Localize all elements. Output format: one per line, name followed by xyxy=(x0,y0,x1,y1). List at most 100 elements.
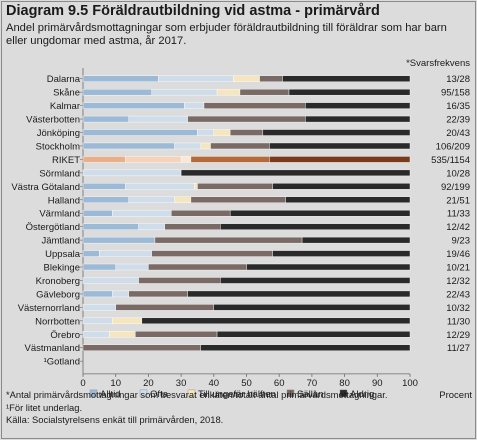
bar-segment-kalmar-ofta xyxy=(184,102,205,109)
x-tick-label-40: 40 xyxy=(209,378,220,389)
x-tick-label-90: 90 xyxy=(372,378,383,389)
legend-swatch-aldrig xyxy=(339,389,348,398)
bar-segment-vasternorrland-sallan xyxy=(115,304,214,311)
response-rate-kalmar: 16/35 xyxy=(446,101,470,112)
category-label-jonkoping: Jönköping xyxy=(37,128,80,139)
bar-segment-jonkoping-ofta xyxy=(197,129,214,136)
legend-swatch-till-ungefar-halften xyxy=(187,389,196,398)
legend-swatch-ofta xyxy=(139,389,148,398)
bar-segment-vastra-gotaland-aldrig xyxy=(272,183,411,190)
bar-segment-skane-sallan xyxy=(239,88,290,96)
category-label-norrbotten: Norrbotten xyxy=(35,316,80,327)
category-label-uppsala: Uppsala xyxy=(45,249,81,260)
category-label-vasternorrland: Västernorrland xyxy=(18,303,80,314)
response-rate-gavleborg: 22/43 xyxy=(446,289,470,300)
legend-swatch-alltid xyxy=(89,389,98,398)
bar-segment-vastra-gotaland-sallan xyxy=(197,183,273,190)
bar-segment-gavleborg-aldrig xyxy=(187,290,411,298)
response-rate-skane: 95/158 xyxy=(441,88,470,99)
bar-segment-halland-till-ungefar-halften xyxy=(174,196,192,203)
bar-segment-vasterbotten-sallan xyxy=(187,115,306,123)
response-rate-uppsala: 19/46 xyxy=(446,249,470,260)
category-label-vastmanland: Västmanland xyxy=(25,343,80,354)
bar-segment-halland-alltid xyxy=(82,196,129,203)
x-tick-label-20: 20 xyxy=(143,378,154,389)
bar-segment-jonkoping-sallan xyxy=(229,129,264,136)
bar-segment-uppsala-alltid xyxy=(82,250,100,257)
footnotes: *Antal primärvårdsmottagningar som besva… xyxy=(6,389,471,427)
response-rate-vastmanland: 11/27 xyxy=(447,343,470,354)
category-label-vasterbotten: Västerbotten xyxy=(26,115,80,126)
footnote-source: Källa: Socialstyrelsens enkät till primä… xyxy=(6,414,224,425)
bar-segment-blekinge-sallan xyxy=(148,263,247,271)
bar-segment-kronoberg-ofta xyxy=(82,277,139,284)
bar-segment-stockholm-alltid xyxy=(82,142,175,150)
bar-segment-jonkoping-till-ungefar-halften xyxy=(213,129,231,136)
category-label-vastra-gotaland: Västra Götaland xyxy=(11,182,80,193)
bar-segment-halland-aldrig xyxy=(285,196,411,203)
bar-segment-vasterbotten-aldrig xyxy=(305,115,411,123)
bar-segment-blekinge-alltid xyxy=(82,263,116,271)
bar-segment-ostergotland-aldrig xyxy=(220,223,411,230)
bar-segment-norrbotten-till-ungefar-halften xyxy=(112,317,143,325)
bar-segment-varmland-alltid xyxy=(82,210,113,217)
bar-segment-orebro-till-ungefar-halften xyxy=(108,331,136,338)
bar-segment-vasternorrland-aldrig xyxy=(213,304,411,311)
bar-segment-orebro-sallan xyxy=(135,331,218,338)
bar-segment-blekinge-ofta xyxy=(115,263,149,271)
bar-segment-orebro-aldrig xyxy=(216,331,411,338)
bar-segment-dalarna-alltid xyxy=(82,75,159,82)
x-tick-label-30: 30 xyxy=(176,378,187,389)
x-tick-label-80: 80 xyxy=(339,378,350,389)
bar-segment-riket-aldrig xyxy=(269,156,411,163)
bar-segment-halland-sallan xyxy=(190,196,286,203)
legend-label-alltid: Alltid xyxy=(100,389,121,400)
footnote-response-rate: *Antal primärvårdsmottagningar som besva… xyxy=(6,389,388,400)
response-rate-jonkoping: 20/43 xyxy=(446,128,470,139)
category-label-stockholm: Stockholm xyxy=(36,141,80,152)
bar-segment-jamtland-sallan xyxy=(154,236,303,244)
legend-swatch-sallan xyxy=(286,389,295,398)
bar-segment-jonkoping-aldrig xyxy=(262,129,411,136)
bar-segment-kronoberg-aldrig xyxy=(220,277,411,284)
response-rate-vasterbotten: 22/39 xyxy=(446,115,470,126)
x-tick-label-70: 70 xyxy=(307,378,318,389)
bar-segment-riket-sallan xyxy=(190,156,270,163)
bar-segment-skane-ofta xyxy=(151,88,218,96)
x-tick-label-100: 100 xyxy=(402,378,418,389)
x-axis-label: Procent xyxy=(439,390,472,401)
bar-segment-vastra-gotaland-ofta xyxy=(125,183,195,190)
bar-segment-kalmar-sallan xyxy=(203,102,306,109)
response-rate-halland: 21/51 xyxy=(446,195,470,206)
legend-label-aldrig: Aldrig xyxy=(350,389,374,400)
bar-segment-riket-till-ungefar-halften xyxy=(180,156,192,163)
bar-segment-skane-alltid xyxy=(82,88,152,96)
chart-title: Diagram 9.5 Föräldrautbildning vid astma… xyxy=(6,3,380,19)
bar-segment-kronoberg-sallan xyxy=(138,277,221,284)
bar-segment-kalmar-aldrig xyxy=(305,102,411,109)
bar-segment-varmland-ofta xyxy=(112,210,172,217)
category-label-gotland: ¹Gotland xyxy=(44,357,80,368)
category-label-dalarna: Dalarna xyxy=(47,74,81,85)
legend-label-till-ungefar-halften: Till ungefär hälften xyxy=(198,389,276,400)
response-rate-jamtland: 9/23 xyxy=(452,236,471,247)
bar-segment-orebro-ofta xyxy=(82,331,110,338)
response-rate-dalarna: 13/28 xyxy=(446,74,470,85)
bar-segment-skane-till-ungefar-halften xyxy=(216,88,241,96)
bar-segment-dalarna-sallan xyxy=(259,75,283,82)
response-rate-sormland: 10/28 xyxy=(446,168,470,179)
category-label-riket: RIKET xyxy=(52,155,80,166)
bar-segment-ostergotland-alltid xyxy=(82,223,139,230)
bar-segment-uppsala-aldrig xyxy=(272,250,411,257)
legend-label-ofta: Ofta xyxy=(150,389,169,400)
bar-segment-norrbotten-aldrig xyxy=(141,317,411,325)
bar-segment-vastmanland-aldrig xyxy=(200,344,411,351)
response-rate-orebro: 12/29 xyxy=(446,330,470,341)
bar-segment-riket-alltid xyxy=(82,156,126,163)
response-rate-riket: 535/1154 xyxy=(431,155,470,166)
category-label-skane: Skåne xyxy=(53,88,80,99)
bar-segment-gavleborg-ofta xyxy=(112,290,129,298)
bar-segment-sormland-ofta xyxy=(82,169,182,177)
bar-segment-stockholm-till-ungefar-halften xyxy=(200,142,211,150)
